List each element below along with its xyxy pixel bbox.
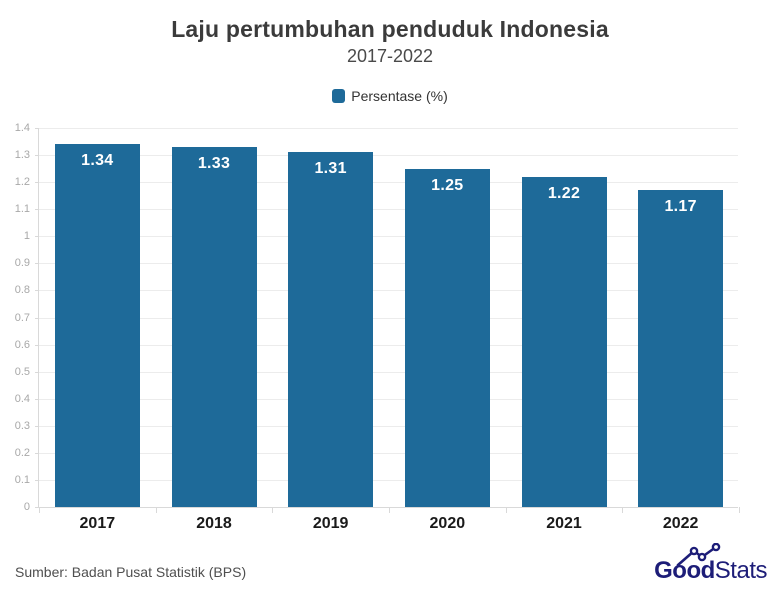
x-axis-tick: [155, 507, 157, 513]
gridline: [39, 209, 738, 211]
y-axis-label: 1.2: [14, 176, 30, 189]
x-axis-tick: [739, 507, 740, 513]
y-axis-label: 1.1: [14, 203, 30, 216]
y-axis-tick: [35, 371, 39, 373]
y-axis-tick: [35, 479, 39, 481]
y-axis-label: 1.4: [14, 122, 30, 134]
x-axis-tick: [505, 507, 507, 513]
y-axis-tick: [35, 425, 39, 427]
gridline: [39, 344, 738, 346]
x-axis-tick: [39, 507, 40, 513]
y-axis-label: 0.7: [14, 311, 30, 324]
logo-text-bold: Good: [654, 557, 715, 584]
gridline: [39, 317, 738, 319]
bar-value-label: 1.34: [81, 152, 114, 170]
y-axis-label: 0.2: [14, 446, 30, 459]
gridline: [39, 398, 738, 400]
y-axis-tick: [35, 128, 39, 129]
bar-value-label: 1.33: [197, 154, 231, 172]
y-axis-tick: [35, 317, 39, 319]
y-axis-tick: [35, 155, 39, 157]
gridline: [39, 263, 738, 265]
source-note: Sumber: Badan Pusat Statistik (BPS): [15, 564, 247, 580]
y-axis-tick: [35, 452, 39, 454]
x-axis-label-2017: 2017: [79, 515, 116, 532]
bar-2019: 1.31: [288, 152, 374, 507]
x-axis-label-2018: 2018: [196, 515, 232, 532]
legend-label: Persentase (%): [351, 88, 448, 104]
bar-2017: 1.34: [54, 144, 140, 507]
gridline: [39, 236, 738, 238]
gridline: [39, 128, 738, 129]
gridline: [39, 507, 738, 508]
y-axis-tick: [35, 290, 39, 292]
y-axis-tick: [35, 209, 39, 211]
x-axis-tick: [272, 507, 274, 513]
x-axis-tick: [622, 507, 624, 513]
bar-value-label: 1.25: [431, 176, 464, 194]
logo-text-light: Stats: [714, 557, 768, 584]
y-axis-label: 0.6: [14, 338, 30, 351]
y-axis-label: 0: [23, 501, 30, 513]
bar-2020: 1.25: [404, 168, 490, 507]
x-axis-tick: [389, 507, 390, 513]
y-axis-label: 0.1: [14, 473, 30, 486]
gridline: [39, 371, 738, 373]
legend-swatch: [332, 89, 346, 103]
y-axis-label: 0.4: [14, 392, 30, 405]
y-axis-label: 0.5: [14, 365, 30, 378]
y-axis-label: 0.3: [14, 419, 30, 432]
y-axis-tick: [35, 236, 39, 238]
y-axis-label: 0.9: [14, 257, 30, 270]
x-axis-label-2021: 2021: [546, 515, 582, 532]
bar-value-label: 1.17: [664, 198, 697, 216]
goodstats-logo: GoodStats: [654, 543, 768, 586]
gridline: [39, 290, 738, 292]
bar-2021: 1.22: [521, 176, 607, 507]
x-axis-label-2019: 2019: [312, 515, 349, 532]
x-axis-label-2022: 2022: [662, 515, 699, 532]
chart-subtitle: 2017-2022: [346, 46, 434, 66]
gridline: [39, 155, 738, 157]
bar-chart-plot: 0 0.1 0.2 0.3 0.4 0.5 0.6 0.7 0.8 0.9 1 1.1 1.2 1.3 1.…: [15, 122, 740, 532]
gridline: [39, 425, 738, 427]
gridline: [39, 182, 738, 184]
y-axis-tick: [35, 263, 39, 265]
gridline: [39, 479, 738, 481]
bar-value-label: 1.31: [314, 160, 347, 178]
trend-line-icon: [676, 543, 721, 567]
x-axis-label-2020: 2020: [429, 515, 466, 532]
y-axis-tick: [35, 398, 39, 400]
chart-title: Laju pertumbuhan penduduk Indonesia: [171, 16, 609, 42]
bar-2022: 1.17: [638, 190, 724, 507]
y-axis-tick: [35, 182, 39, 184]
legend: Persentase (%): [0, 88, 780, 104]
y-axis-label: 1: [23, 230, 30, 243]
gridline: [39, 452, 738, 454]
y-axis-label: 1.3: [14, 149, 30, 162]
bar-2018: 1.33: [171, 146, 257, 507]
bar-value-label: 1.22: [547, 184, 581, 202]
y-axis-tick: [35, 344, 39, 346]
y-axis-tick: [35, 507, 39, 508]
y-axis-label: 0.8: [14, 284, 30, 297]
